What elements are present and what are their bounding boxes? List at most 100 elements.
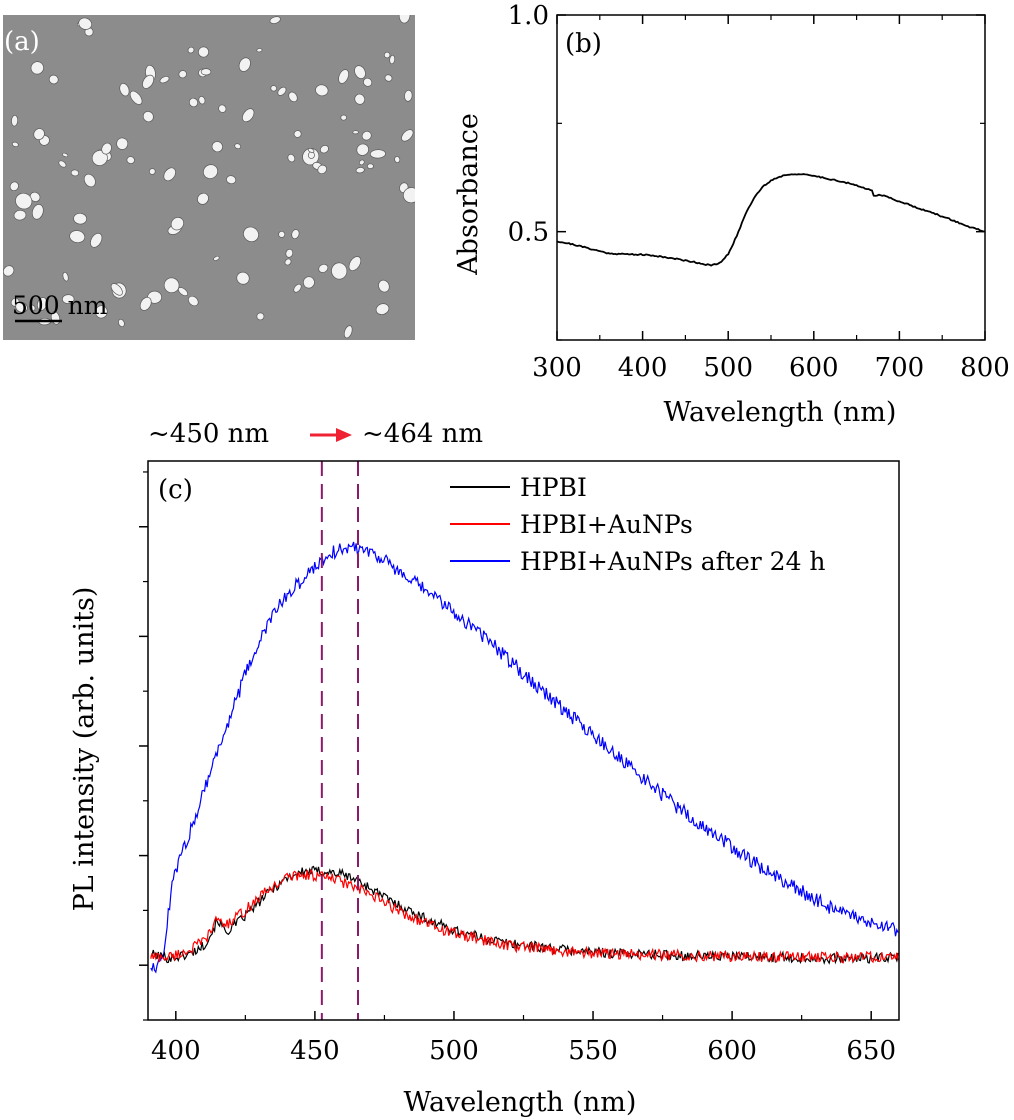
sem-particle <box>269 16 281 24</box>
absorbance-ticks: 300 400 500 600 700 800 0.5 1.0 <box>508 1 1010 383</box>
sem-particle <box>302 276 315 289</box>
sem-particle <box>31 203 44 220</box>
sem-particle <box>369 149 386 159</box>
sem-particle <box>318 263 329 273</box>
sem-particle <box>178 70 187 79</box>
sem-particle <box>256 48 263 53</box>
sem-particle <box>159 76 170 84</box>
pl-line-hpbi-aunps-24h <box>150 541 899 974</box>
sem-particle <box>73 212 87 225</box>
sem-particle <box>355 167 365 174</box>
sem-particle <box>319 145 329 154</box>
pl-x-axis-label: Wavelength (nm) <box>404 1087 637 1118</box>
sem-particle <box>197 192 209 205</box>
sem-particle <box>375 303 390 315</box>
sem-particle <box>383 51 391 59</box>
sem-particle <box>187 46 195 54</box>
sem-particle <box>218 104 227 113</box>
sem-particle <box>119 83 130 97</box>
absorbance-x-tick-label: 500 <box>703 353 753 383</box>
sem-particle <box>3 265 15 277</box>
absorbance-y-axis-label: Absorbance <box>453 113 484 276</box>
sem-particle <box>354 65 366 79</box>
sem-particle <box>200 68 212 76</box>
sem-particle <box>187 295 199 307</box>
pl-chart: 400 450 500 550 600 650 (c) PL intensity (arb… <box>69 419 900 1118</box>
pl-axes-frame <box>147 460 900 1021</box>
sem-particle <box>29 191 41 202</box>
sem-particle <box>118 318 125 328</box>
sem-particle <box>170 217 184 231</box>
sem-particle <box>48 74 59 85</box>
sem-particle <box>317 164 327 175</box>
sem-particle <box>62 152 69 158</box>
sem-particle <box>277 86 287 96</box>
pl-x-tick-label: 550 <box>568 1036 618 1066</box>
sem-particle <box>58 160 67 168</box>
sem-particle <box>61 294 75 304</box>
sem-particles <box>3 15 415 339</box>
sem-particle <box>307 147 315 153</box>
sem-particle <box>142 111 154 123</box>
sem-particle <box>242 108 255 123</box>
pl-ticks: 400 450 500 550 600 650 <box>139 471 896 1066</box>
pl-x-tick-label: 600 <box>707 1036 757 1066</box>
sem-particle <box>163 277 180 294</box>
sem-particle <box>238 57 251 72</box>
pl-line-hpbi-aunps <box>150 868 899 964</box>
sem-particle <box>78 17 93 30</box>
sem-particle <box>28 304 36 312</box>
sem-particle <box>243 226 259 243</box>
sem-particle <box>83 173 96 188</box>
sem-particle <box>291 229 300 240</box>
legend-label-hpbi: HPBI <box>520 473 587 502</box>
sem-particle <box>278 230 286 238</box>
sem-particle <box>13 209 27 221</box>
sem-particle <box>148 168 156 175</box>
sem-particle <box>394 156 401 163</box>
sem-particle <box>11 141 19 148</box>
sem-particle <box>356 143 369 156</box>
sem-particle <box>198 96 206 105</box>
sem-particle <box>354 93 366 105</box>
absorbance-x-tick-label: 700 <box>875 353 925 383</box>
sem-particle <box>343 325 353 339</box>
absorbance-line <box>557 173 985 267</box>
sem-particle <box>211 141 223 153</box>
sem-particle <box>384 74 393 82</box>
legend-label-hpbi-aunps: HPBI+AuNPs <box>520 510 693 539</box>
sem-particle <box>142 74 155 89</box>
sem-particle <box>37 297 48 311</box>
absorbance-x-tick-label: 800 <box>960 353 1010 383</box>
panel-a-label: (a) <box>4 27 40 57</box>
absorbance-y-tick-label: 1.0 <box>508 1 549 31</box>
sem-particle <box>116 137 129 150</box>
pl-legend: HPBI HPBI+AuNPs HPBI+AuNPs after 24 h <box>450 473 826 576</box>
absorbance-x-tick-label: 300 <box>532 353 582 383</box>
sem-particle <box>348 256 362 272</box>
pl-y-axis-label: PL intensity (arb. units) <box>69 587 100 912</box>
sem-particle <box>90 232 103 248</box>
sem-particle <box>163 167 176 182</box>
sem-particle <box>69 230 86 244</box>
sem-particle <box>30 61 44 75</box>
absorbance-y-tick-label: 0.5 <box>508 218 549 248</box>
sem-particle <box>293 130 302 138</box>
legend-label-hpbi-aunps-24h: HPBI+AuNPs after 24 h <box>520 547 826 576</box>
pl-x-tick-label: 450 <box>290 1036 340 1066</box>
absorbance-axes-frame <box>556 14 986 341</box>
sem-particle <box>366 163 374 169</box>
peak-annotation-left: ~450 nm <box>148 419 269 449</box>
pl-x-tick-label: 400 <box>151 1036 201 1066</box>
sem-particle <box>62 271 69 282</box>
panel-c-label: (c) <box>158 475 193 505</box>
sem-particle <box>352 130 359 135</box>
absorbance-x-axis-label: Wavelength (nm) <box>664 397 897 428</box>
sem-particle <box>315 84 329 97</box>
sem-particle <box>256 312 265 321</box>
sem-particle <box>285 248 294 258</box>
sem-particle <box>293 283 302 293</box>
sem-particle <box>33 128 45 140</box>
sem-image-panel: (a) 500 nm <box>3 15 415 340</box>
